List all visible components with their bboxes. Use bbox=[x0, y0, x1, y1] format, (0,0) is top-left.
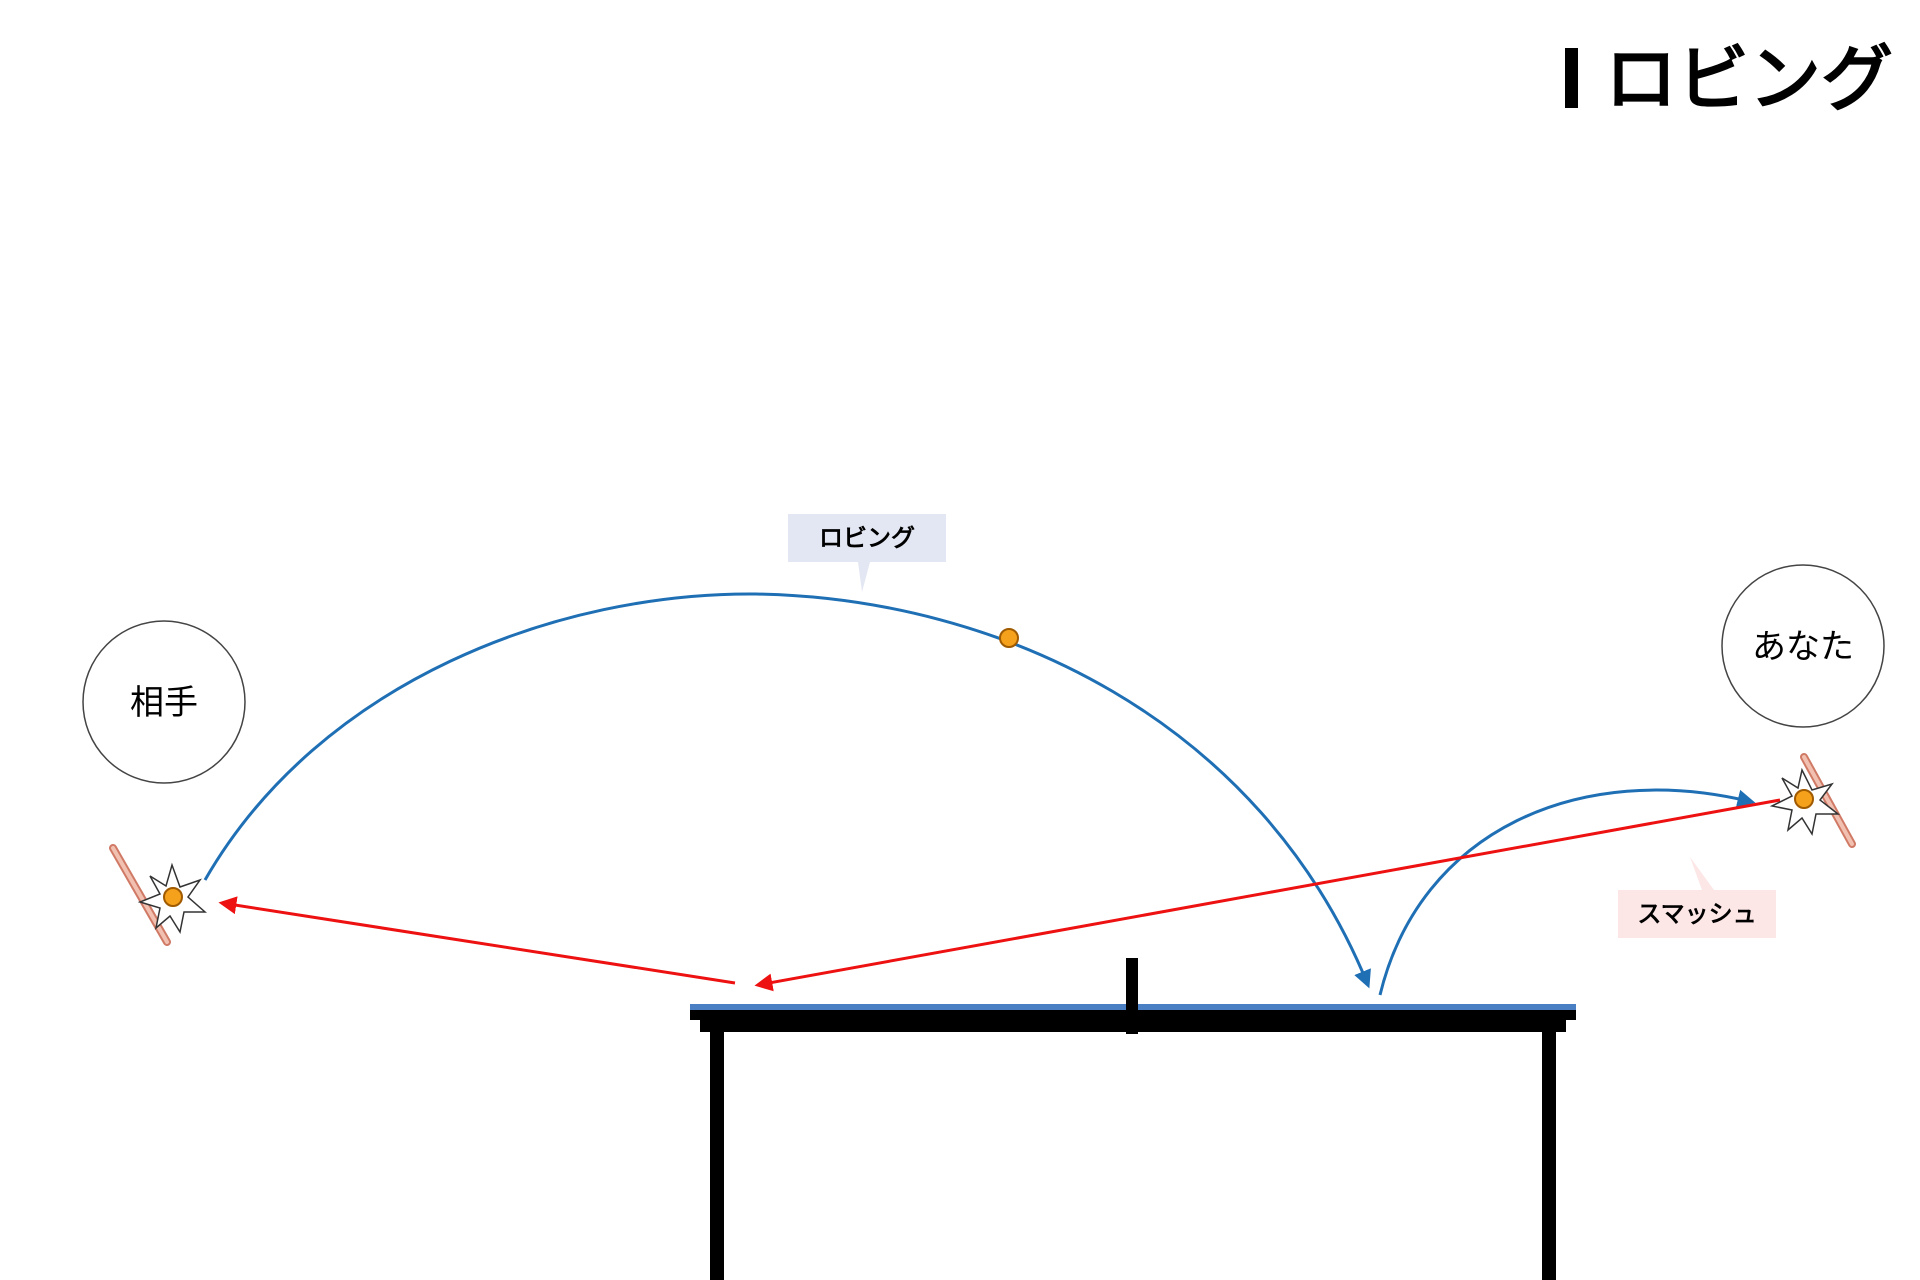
table-leg-right bbox=[1542, 1032, 1556, 1280]
lob-trajectory bbox=[203, 592, 1371, 989]
opponent-label: 相手 bbox=[130, 683, 198, 723]
title-text: ロビング bbox=[1605, 37, 1893, 121]
you-player: あなた bbox=[1721, 564, 1885, 728]
smash-callout-label: スマッシュ bbox=[1637, 900, 1756, 928]
smash-callout: スマッシュ bbox=[1618, 857, 1776, 938]
lob-callout-label: ロビング bbox=[819, 524, 915, 552]
table-leg-left bbox=[710, 1032, 724, 1280]
title-bar-marker bbox=[1565, 48, 1578, 108]
you-ball-icon bbox=[1794, 789, 1814, 809]
ball-in-flight bbox=[999, 628, 1019, 648]
lob-callout: ロビング bbox=[788, 514, 946, 592]
smash-trajectory bbox=[754, 798, 1781, 992]
smash-callout-pointer bbox=[1690, 857, 1714, 890]
smash-callout-box bbox=[1618, 890, 1776, 938]
page-title: ロビング bbox=[1565, 37, 1893, 121]
you-paddle-face bbox=[1802, 755, 1854, 846]
opponent-circle bbox=[82, 620, 246, 784]
you-label: あなた bbox=[1752, 627, 1854, 667]
bounce-trajectory bbox=[1378, 788, 1756, 996]
you-paddle-hit bbox=[1769, 753, 1856, 848]
opponent-paddle-hit bbox=[109, 844, 207, 946]
smash-rebound-trajectory bbox=[218, 896, 736, 985]
ping-pong-table bbox=[690, 958, 1576, 1280]
table-net bbox=[1126, 958, 1138, 1034]
opponent-ball-icon bbox=[163, 887, 183, 907]
you-circle bbox=[1721, 564, 1885, 728]
lob-callout-pointer bbox=[858, 562, 870, 592]
opponent-player: 相手 bbox=[82, 620, 246, 784]
lob-callout-box bbox=[788, 514, 946, 562]
